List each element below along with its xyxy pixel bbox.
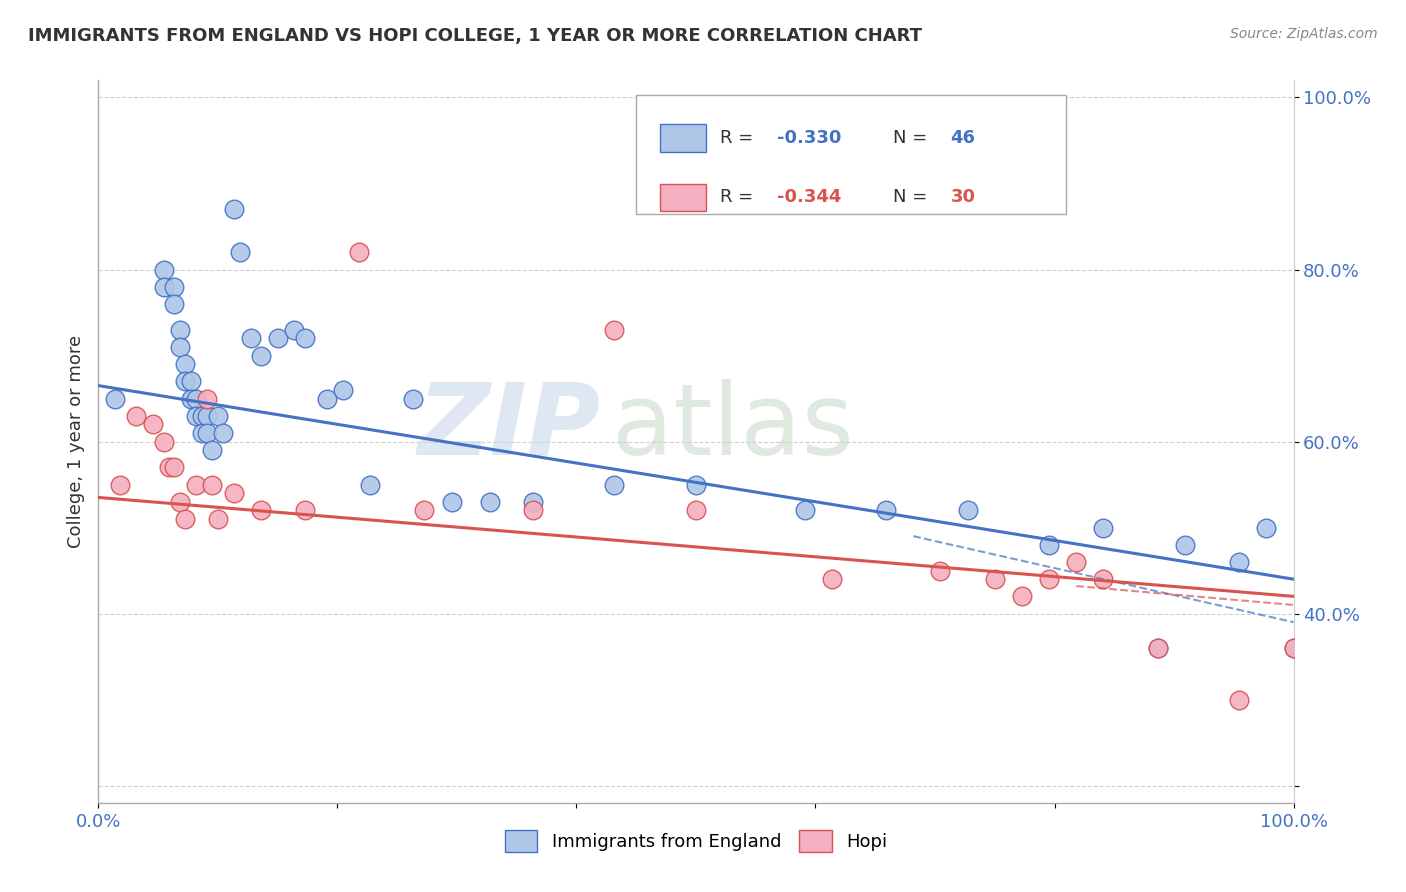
Point bbox=[239, 331, 262, 345]
Point bbox=[108, 477, 131, 491]
Point bbox=[929, 564, 952, 578]
Point bbox=[440, 494, 463, 508]
Point bbox=[793, 503, 815, 517]
Point bbox=[163, 460, 186, 475]
Point bbox=[1227, 555, 1250, 569]
Point bbox=[875, 503, 897, 517]
Text: atlas: atlas bbox=[613, 378, 853, 475]
Text: -0.344: -0.344 bbox=[778, 188, 842, 206]
Text: R =: R = bbox=[720, 129, 759, 147]
Point bbox=[294, 503, 316, 517]
Point bbox=[1038, 572, 1060, 586]
Point bbox=[956, 503, 979, 517]
Point bbox=[250, 349, 273, 363]
Text: Source: ZipAtlas.com: Source: ZipAtlas.com bbox=[1230, 27, 1378, 41]
Point bbox=[603, 477, 626, 491]
Y-axis label: College, 1 year or more: College, 1 year or more bbox=[66, 335, 84, 548]
Point bbox=[169, 323, 191, 337]
Point bbox=[169, 340, 191, 354]
Point bbox=[402, 392, 425, 406]
Text: N =: N = bbox=[893, 188, 934, 206]
Point bbox=[224, 486, 246, 500]
Point bbox=[125, 409, 148, 423]
Point bbox=[821, 572, 844, 586]
Text: -0.330: -0.330 bbox=[778, 129, 842, 147]
Point bbox=[212, 425, 235, 440]
Point bbox=[332, 383, 354, 397]
Point bbox=[152, 279, 174, 293]
Point bbox=[195, 425, 218, 440]
Point bbox=[250, 503, 273, 517]
Text: IMMIGRANTS FROM ENGLAND VS HOPI COLLEGE, 1 YEAR OR MORE CORRELATION CHART: IMMIGRANTS FROM ENGLAND VS HOPI COLLEGE,… bbox=[28, 27, 922, 45]
Point bbox=[186, 409, 208, 423]
Point bbox=[207, 409, 229, 423]
Point bbox=[603, 323, 626, 337]
FancyBboxPatch shape bbox=[661, 184, 706, 211]
Point bbox=[984, 572, 1007, 586]
Point bbox=[1174, 538, 1197, 552]
Text: 30: 30 bbox=[950, 188, 976, 206]
Point bbox=[163, 297, 186, 311]
Point bbox=[478, 494, 501, 508]
Point bbox=[228, 245, 250, 260]
Point bbox=[685, 477, 707, 491]
Point bbox=[267, 331, 290, 345]
Point bbox=[180, 375, 202, 389]
Point bbox=[174, 357, 197, 371]
Point bbox=[174, 375, 197, 389]
Point bbox=[1282, 640, 1305, 655]
Point bbox=[283, 323, 305, 337]
Point bbox=[152, 262, 174, 277]
Point bbox=[104, 392, 127, 406]
Point bbox=[180, 392, 202, 406]
Point bbox=[207, 512, 229, 526]
Point bbox=[522, 503, 544, 517]
Point bbox=[186, 392, 208, 406]
Point bbox=[1227, 692, 1250, 706]
Point bbox=[294, 331, 316, 345]
FancyBboxPatch shape bbox=[661, 124, 706, 152]
Point bbox=[1282, 640, 1305, 655]
Text: N =: N = bbox=[893, 129, 934, 147]
Point bbox=[315, 392, 337, 406]
Point bbox=[1038, 538, 1060, 552]
Point bbox=[1011, 590, 1033, 604]
Point bbox=[685, 503, 707, 517]
Point bbox=[1064, 555, 1087, 569]
Point bbox=[186, 477, 208, 491]
Text: R =: R = bbox=[720, 188, 759, 206]
Point bbox=[195, 409, 218, 423]
Point bbox=[347, 245, 370, 260]
Point bbox=[142, 417, 165, 432]
Point bbox=[359, 477, 381, 491]
Point bbox=[152, 434, 174, 449]
Point bbox=[1092, 572, 1115, 586]
Point bbox=[224, 202, 246, 217]
Text: ZIP: ZIP bbox=[418, 378, 600, 475]
Point bbox=[190, 425, 212, 440]
Point bbox=[522, 494, 544, 508]
Point bbox=[201, 443, 224, 458]
Point bbox=[157, 460, 180, 475]
Text: 46: 46 bbox=[950, 129, 976, 147]
Point bbox=[169, 494, 191, 508]
Point bbox=[174, 512, 197, 526]
Legend: Immigrants from England, Hopi: Immigrants from England, Hopi bbox=[498, 822, 894, 859]
Point bbox=[413, 503, 436, 517]
Point bbox=[1092, 520, 1115, 534]
Point bbox=[1146, 640, 1168, 655]
Point bbox=[195, 392, 218, 406]
FancyBboxPatch shape bbox=[637, 95, 1067, 214]
Point bbox=[190, 409, 212, 423]
Point bbox=[201, 477, 224, 491]
Point bbox=[163, 279, 186, 293]
Point bbox=[1256, 520, 1278, 534]
Point bbox=[1146, 640, 1168, 655]
